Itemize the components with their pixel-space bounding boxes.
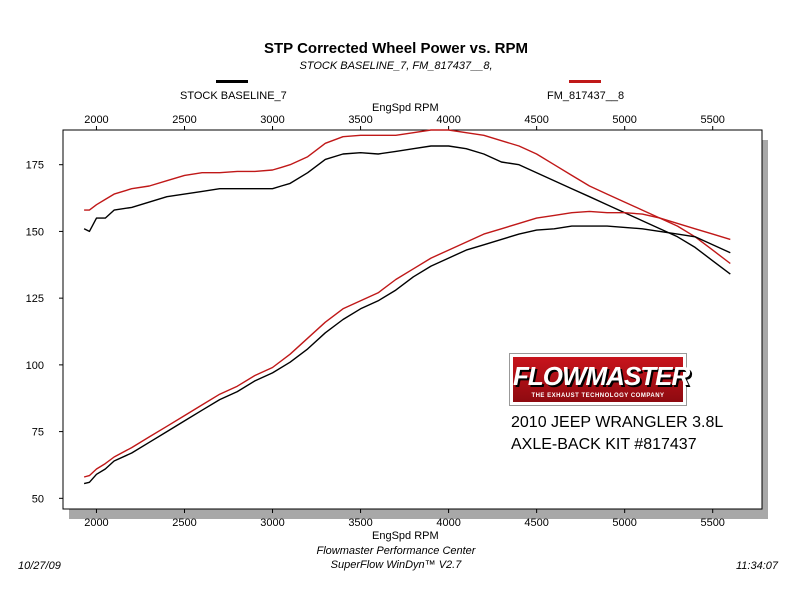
x-tick-label-bottom-2500: 2500 (172, 517, 196, 529)
footer-center-line-1: Flowmaster Performance Center (316, 545, 476, 557)
series-line-fm-817437-8-power (83, 210, 731, 478)
legend-label-fm: FM_817437__8 (547, 90, 625, 102)
y-tick-label-75: 75 (32, 427, 44, 439)
y-tick-label-150: 150 (26, 226, 44, 238)
caption-line-1: 2010 JEEP WRANGLER 3.8L (511, 414, 724, 431)
series-line-fm-817437-8-torque (84, 129, 731, 265)
x-tick-label-top-3500: 3500 (348, 114, 372, 126)
x-axis-label-top: EngSpd RPM (372, 102, 439, 114)
y-tick-label-50: 50 (32, 493, 44, 505)
x-tick-label-bottom-3000: 3000 (260, 517, 284, 529)
x-tick-label-bottom-4500: 4500 (524, 517, 548, 529)
y-tick-label-125: 125 (26, 293, 44, 305)
x-tick-label-bottom-5000: 5000 (612, 517, 636, 529)
caption-line-2: AXLE-BACK KIT #817437 (511, 436, 697, 453)
series-line-stock-baseline-7-torque (83, 145, 731, 275)
logo-tagline: THE EXHAUST TECHNOLOGY COMPANY (531, 393, 665, 399)
flowmaster-logo: FLOWMASTER THE EXHAUST TECHNOLOGY COMPAN… (509, 353, 690, 406)
legend-label-stock: STOCK BASELINE_7 (180, 90, 287, 102)
legend-swatch-fm (569, 80, 601, 83)
x-axis-label-bottom: EngSpd RPM (372, 530, 439, 542)
x-tick-label-bottom-2000: 2000 (84, 517, 108, 529)
footer-center-line-2: SuperFlow WinDyn™ V2.7 (330, 559, 462, 571)
plot-frame (62, 129, 763, 510)
y-tick-label-100: 100 (26, 360, 44, 372)
x-tick-label-top-4000: 4000 (436, 114, 460, 126)
x-tick-label-top-5000: 5000 (612, 114, 636, 126)
chart-subtitle: STOCK BASELINE_7, FM_817437__8, (299, 60, 493, 72)
x-tick-label-top-4500: 4500 (524, 114, 548, 126)
x-tick-label-top-2500: 2500 (172, 114, 196, 126)
x-tick-label-bottom-3500: 3500 (348, 517, 372, 529)
footer-date: 10/27/09 (18, 560, 61, 572)
y-tick-label-175: 175 (26, 160, 44, 172)
footer-time: 11:34:07 (736, 560, 779, 572)
x-tick-label-bottom-4000: 4000 (436, 517, 460, 529)
x-tick-label-bottom-5500: 5500 (700, 517, 724, 529)
x-tick-label-top-5500: 5500 (700, 114, 724, 126)
x-tick-label-top-2000: 2000 (84, 114, 108, 126)
logo-wordmark: FLOWMASTER (513, 361, 690, 391)
x-tick-label-top-3000: 3000 (260, 114, 284, 126)
chart-title: STP Corrected Wheel Power vs. RPM (264, 40, 528, 57)
series-line-stock-baseline-7-power (83, 225, 731, 485)
legend-swatch-stock (216, 80, 248, 83)
